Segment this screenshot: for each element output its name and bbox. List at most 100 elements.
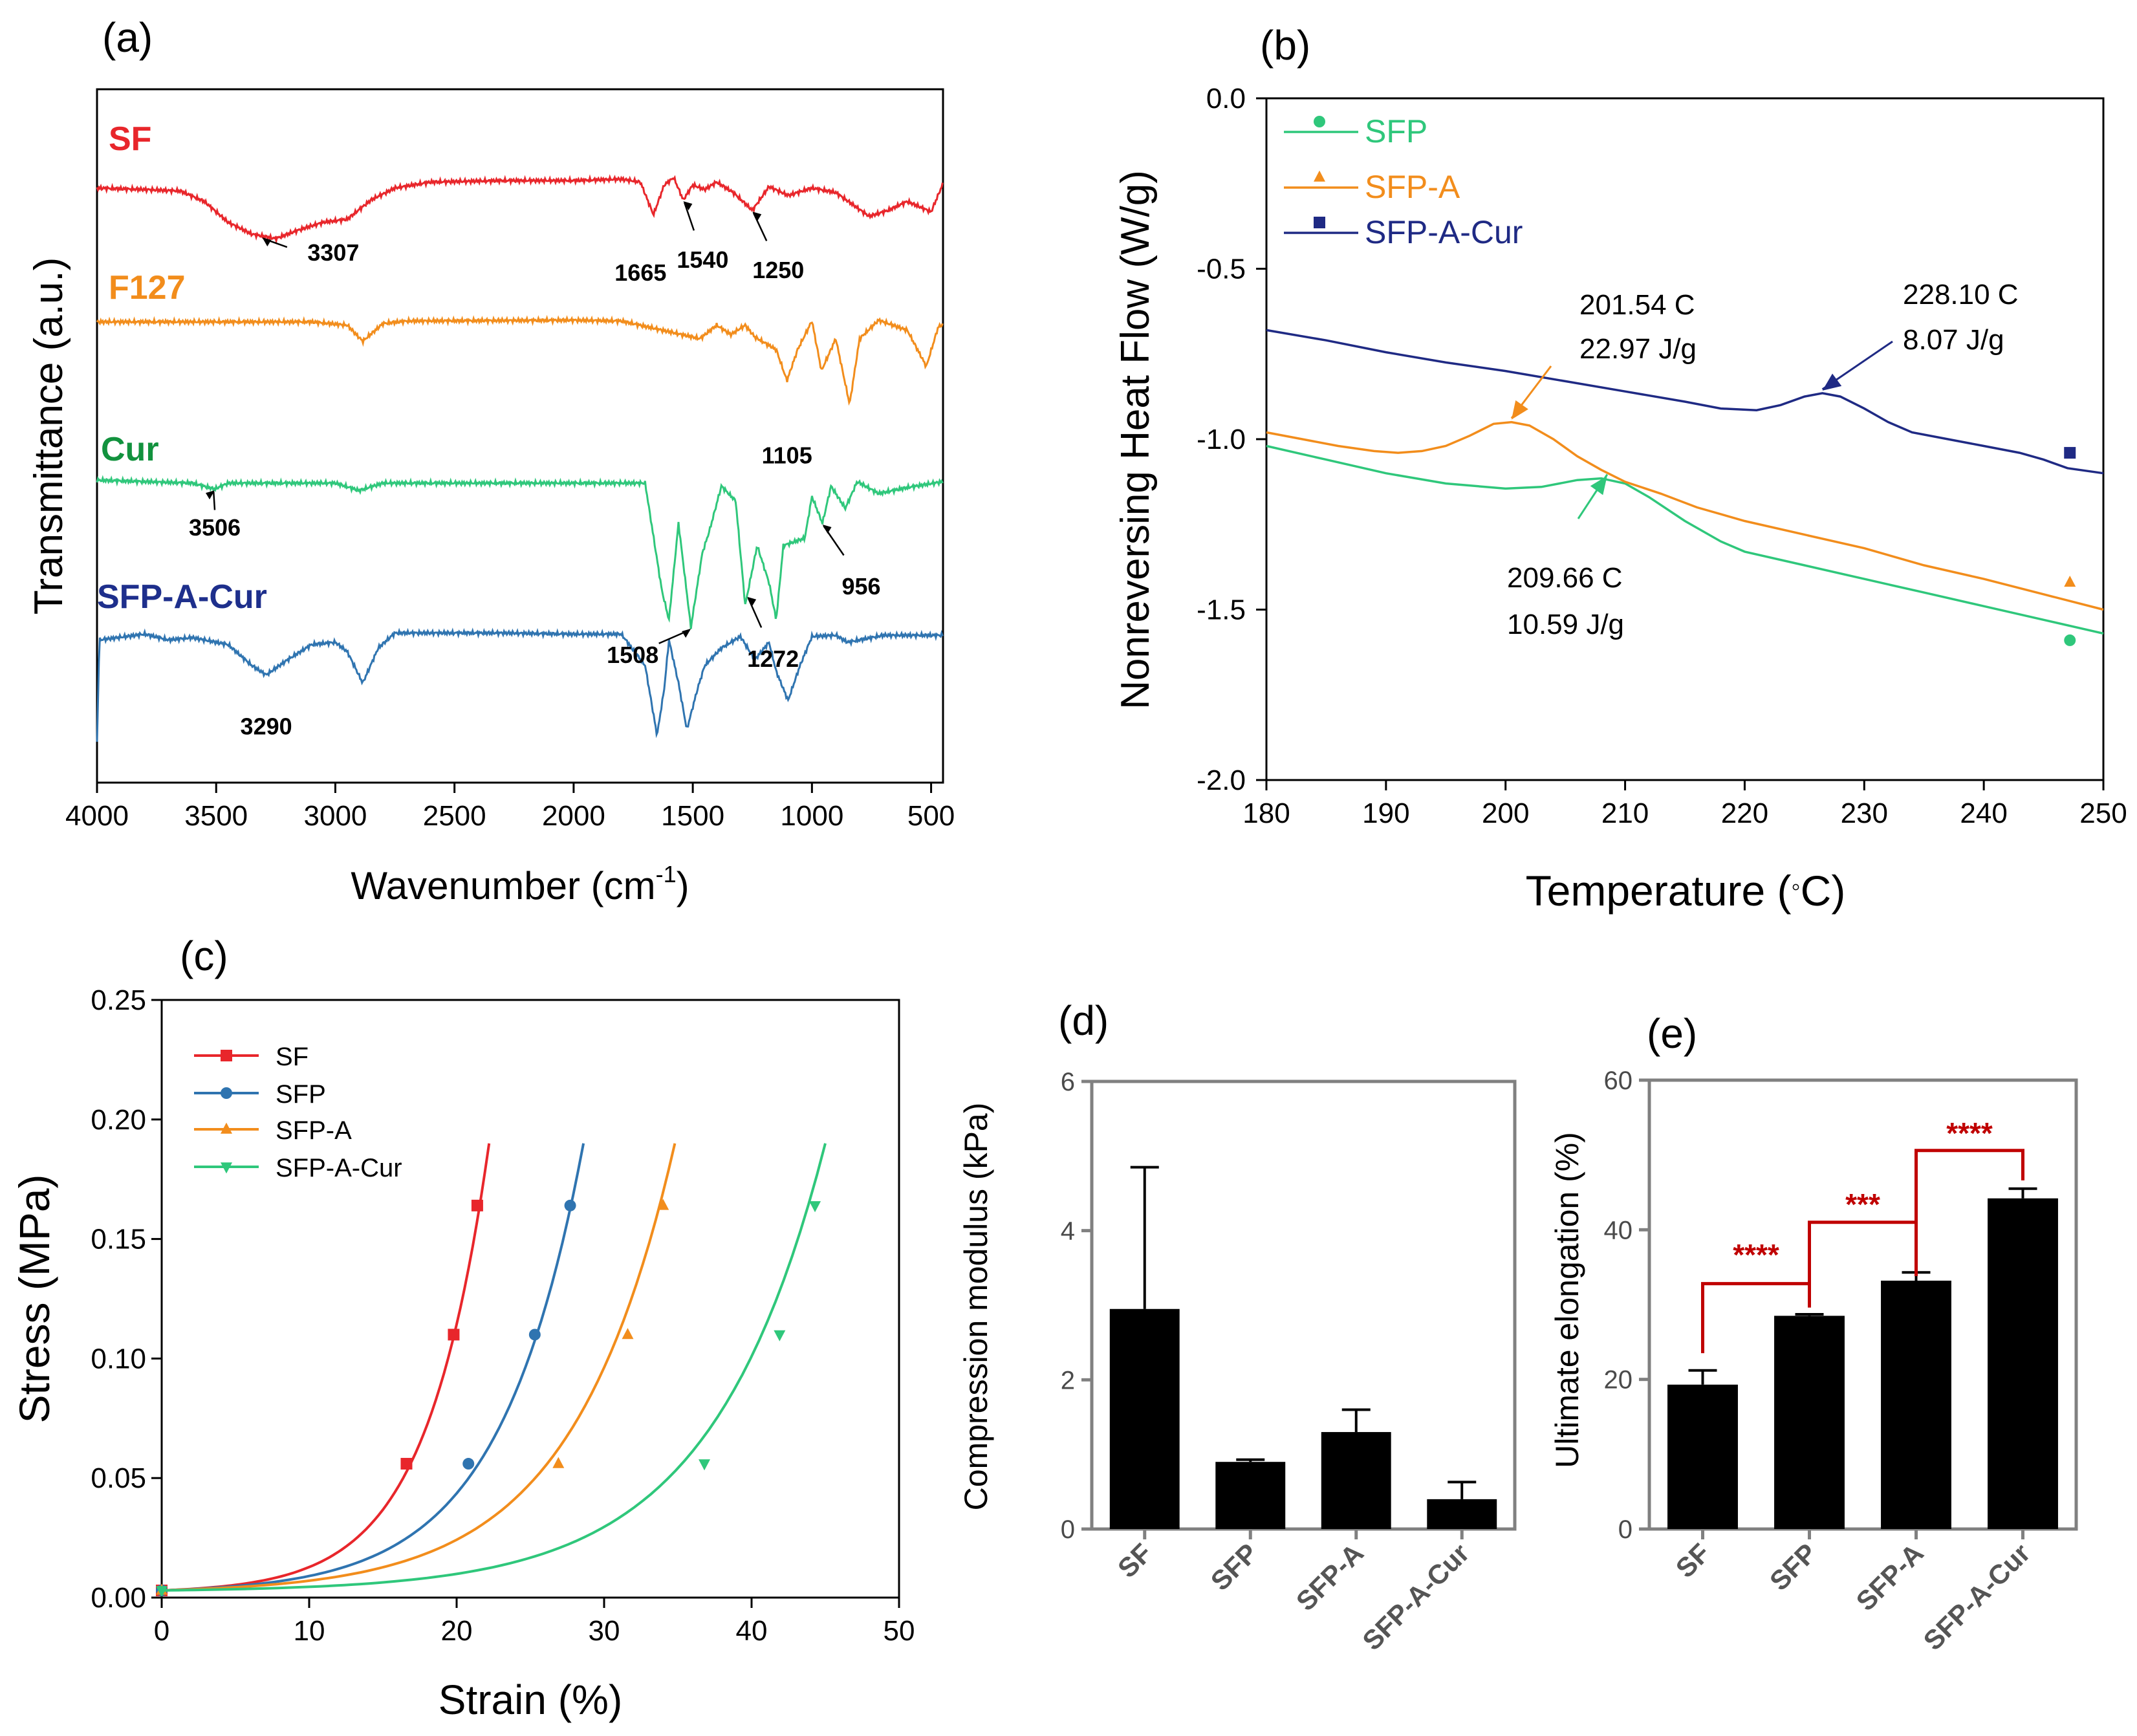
- panel-b-series-sfp-a-line: [1266, 420, 2104, 611]
- panel-b-x-tick-label: 200: [1482, 797, 1529, 829]
- panel-a-annotation-1540: 1540: [677, 246, 728, 273]
- panel-d-bar-sfp: [1215, 1462, 1286, 1529]
- panel-d-bar-sfp-a-cur: [1427, 1499, 1497, 1529]
- panel-b-x-axis-label-main: Temperature (: [1526, 867, 1792, 915]
- panel-e-bar-sfp-a: [1881, 1280, 1951, 1529]
- panel-a-x-axis-label: Wavenumber (cm-1): [351, 861, 689, 907]
- panel-e-x-tick-label-sfp-a-cur: SFP-A-Cur: [1917, 1537, 2035, 1656]
- panel-b-legend-label-sfp-a-cur: SFP-A-Cur: [1365, 214, 1523, 250]
- panel-b-legend-label-sfp-a: SFP-A: [1365, 169, 1460, 205]
- panel-d-y-axis-label: Compression modulus (kPa): [958, 1103, 994, 1511]
- panel-b-y-tick-label: -2.0: [1197, 765, 1246, 796]
- panel-b-series-sfp-marker: [2064, 634, 2076, 646]
- panel-a-label-f127: F127: [109, 269, 186, 307]
- panel-b-x-axis-label-degree: ◦: [1791, 873, 1800, 901]
- panel-c-legend-marker: [221, 1162, 232, 1174]
- panel-c-y-tick-label: 0.05: [91, 1462, 146, 1494]
- panel-b-x-tick-label: 250: [2079, 797, 2127, 829]
- panel-b-y-axis-label: Nonreversing Heat Flow (W/g): [1113, 170, 1158, 710]
- panel-c-series-sfp-a-cur-marker: [699, 1459, 711, 1471]
- panel-d-plot-frame: [1090, 1080, 1517, 1531]
- panel-a-annotation-arrowhead: [822, 525, 832, 534]
- panel-b-series-sfp-a-cur-line: [1266, 329, 2104, 475]
- panel-b-annotation-arrowhead: [1511, 400, 1528, 420]
- panel-c-series-sfp-a-marker: [622, 1328, 634, 1340]
- panel-a-label-sf: SF: [109, 120, 151, 158]
- panel-e-y-tick-label: 20: [1604, 1366, 1633, 1394]
- panel-c-series-sf-marker: [448, 1329, 460, 1341]
- panel-c-series-sfp-marker: [564, 1199, 576, 1211]
- panel-c-legend-marker: [221, 1050, 232, 1061]
- panel-a-series-sf-line: [96, 174, 944, 244]
- panel-c-label: (c): [180, 933, 228, 979]
- panel-b-legend: SFP SFP-A SFP-A-Cur: [1284, 113, 1523, 250]
- panel-e-significance-stars: ***: [1845, 1188, 1880, 1221]
- panel-e-y-tick-label: 60: [1604, 1067, 1633, 1095]
- panel-a-series-sfp-a-cur-line: [96, 627, 944, 742]
- panel-b-annotation-enthalpy: 8.07 J/g: [1903, 324, 2004, 356]
- panel-a-x-tick-label: 500: [907, 800, 955, 832]
- panel-a-annotation-arrowhead: [683, 201, 693, 211]
- panel-b-annotation-enthalpy: 10.59 J/g: [1507, 609, 1624, 640]
- panel-a-annotation-3506: 3506: [189, 514, 241, 541]
- panel-b-series-sfp-a-cur-marker: [2064, 447, 2076, 459]
- panel-b-x-axis-label: Temperature (◦C): [1526, 867, 1846, 915]
- panel-c-series-sfp-a-line: [161, 1143, 677, 1592]
- panel-a-x-tick-label: 1000: [780, 800, 843, 832]
- panel-c-y-tick-label: 0.15: [91, 1224, 146, 1255]
- panel-c-y-tick-label: 0.25: [91, 984, 146, 1016]
- panel-a-annotation-arrowhead: [682, 629, 691, 638]
- panel-c-series-sfp-marker: [462, 1458, 475, 1470]
- panel-b-axis-ticks: 180 190 200 210 220 230 240 250 0.0 -0.5 -1.0 -1.5 -…: [1197, 83, 2127, 829]
- panel-c-x-axis-label: Strain (%): [439, 1676, 623, 1723]
- panel-c-legend-marker: [221, 1087, 232, 1099]
- panel-a-annotation-3307: 3307: [307, 239, 359, 266]
- panel-c-series-group: [156, 1143, 827, 1598]
- panel-b-x-tick-label: 220: [1721, 797, 1768, 829]
- panel-b-label: (b): [1260, 22, 1310, 69]
- panel-c-x-tick-label: 40: [736, 1615, 768, 1647]
- panel-b-annotation-temperature: 209.66 C: [1507, 562, 1623, 594]
- panel-c-y-axis-label: Stress (MPa): [10, 1174, 58, 1423]
- panel-d-y-tick-label: 6: [1061, 1068, 1075, 1096]
- panel-c-x-tick-label: 50: [884, 1615, 915, 1647]
- panel-a-x-tick-label: 2500: [423, 800, 486, 832]
- panel-c-legend-marker: [221, 1122, 232, 1134]
- panel-d-y-tick-label: 2: [1061, 1366, 1075, 1394]
- panel-c-y-tick-label: 0.10: [91, 1343, 146, 1374]
- panel-a-annotation-arrowhead: [752, 212, 762, 221]
- panel-b-x-tick-label: 210: [1601, 797, 1649, 829]
- panel-c-x-tick-label: 0: [154, 1615, 169, 1647]
- panel-a-annotation-arrow: [684, 202, 695, 231]
- panel-a-x-axis-label-close: ): [677, 864, 689, 907]
- panel-a-annotations: 3307 1665 1540 1250 1105 3506 956 1508 1272 3290: [189, 201, 881, 739]
- panel-e-bar-sf: [1667, 1384, 1738, 1529]
- panel-b-y-tick-label: -1.0: [1197, 424, 1246, 455]
- panel-b-series-sfp-a-marker: [2064, 575, 2076, 587]
- panel-e-significance-bracket: [1915, 1149, 2024, 1277]
- panel-c-x-tick-label: 20: [441, 1615, 473, 1647]
- panel-a-annotation-arrow: [752, 212, 768, 241]
- panel-c-series-sfp-a-cur-marker: [156, 1586, 168, 1598]
- panel-a-y-axis-label: Transmittance (a.u.): [27, 257, 71, 614]
- panel-c-y-tick-label: 0.00: [91, 1582, 146, 1614]
- panel-e-label: (e): [1647, 1010, 1697, 1057]
- panel-e-bar-sfp-a-cur: [1988, 1198, 2058, 1529]
- panel-b-x-tick-label: 180: [1242, 797, 1290, 829]
- panel-a-annotation-956: 956: [842, 573, 881, 600]
- panel-c-x-tick-label: 30: [589, 1615, 620, 1647]
- panel-a-annotation-1272: 1272: [747, 646, 799, 672]
- panel-a-x-tick-label: 3000: [304, 800, 367, 832]
- panel-a-annotation-3290: 3290: [241, 713, 292, 739]
- panel-b-series-sfp-line: [1266, 444, 2104, 635]
- panel-d-y-tick-label: 4: [1061, 1217, 1075, 1246]
- panel-d-x-tick-label-sf: SF: [1112, 1537, 1158, 1583]
- panel-d-x-tick-label-sfp-a-cur: SFP-A-Cur: [1356, 1537, 1475, 1656]
- panel-b-annotation-temperature: 201.54 C: [1579, 289, 1695, 321]
- panel-b-legend-marker: [1314, 116, 1325, 127]
